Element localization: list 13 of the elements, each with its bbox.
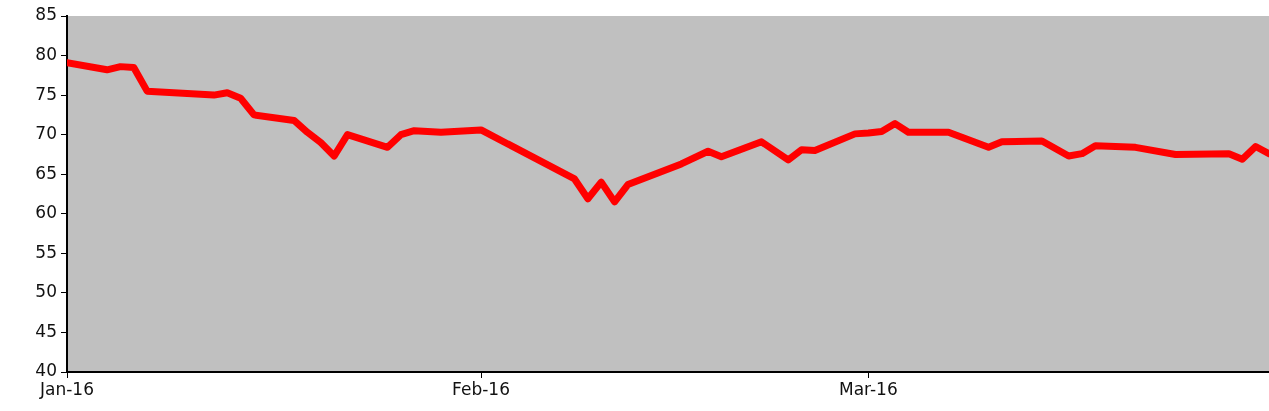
x-tick-label: Mar-16 bbox=[838, 378, 898, 399]
y-tick-label: 65 bbox=[35, 162, 57, 183]
y-tick-label: 55 bbox=[35, 241, 57, 262]
y-tick-label: 60 bbox=[35, 202, 57, 223]
x-tick-label: Jan-16 bbox=[39, 378, 94, 399]
y-tick-label: 80 bbox=[35, 43, 57, 64]
y-tick-label: 40 bbox=[35, 360, 57, 381]
y-tick-label: 70 bbox=[35, 123, 57, 144]
y-tick-label: 45 bbox=[35, 320, 57, 341]
y-tick-label: 50 bbox=[35, 281, 57, 302]
y-tick-label: 85 bbox=[35, 4, 57, 25]
x-tick-label: Feb-16 bbox=[452, 378, 510, 399]
y-tick-label: 75 bbox=[35, 83, 57, 104]
